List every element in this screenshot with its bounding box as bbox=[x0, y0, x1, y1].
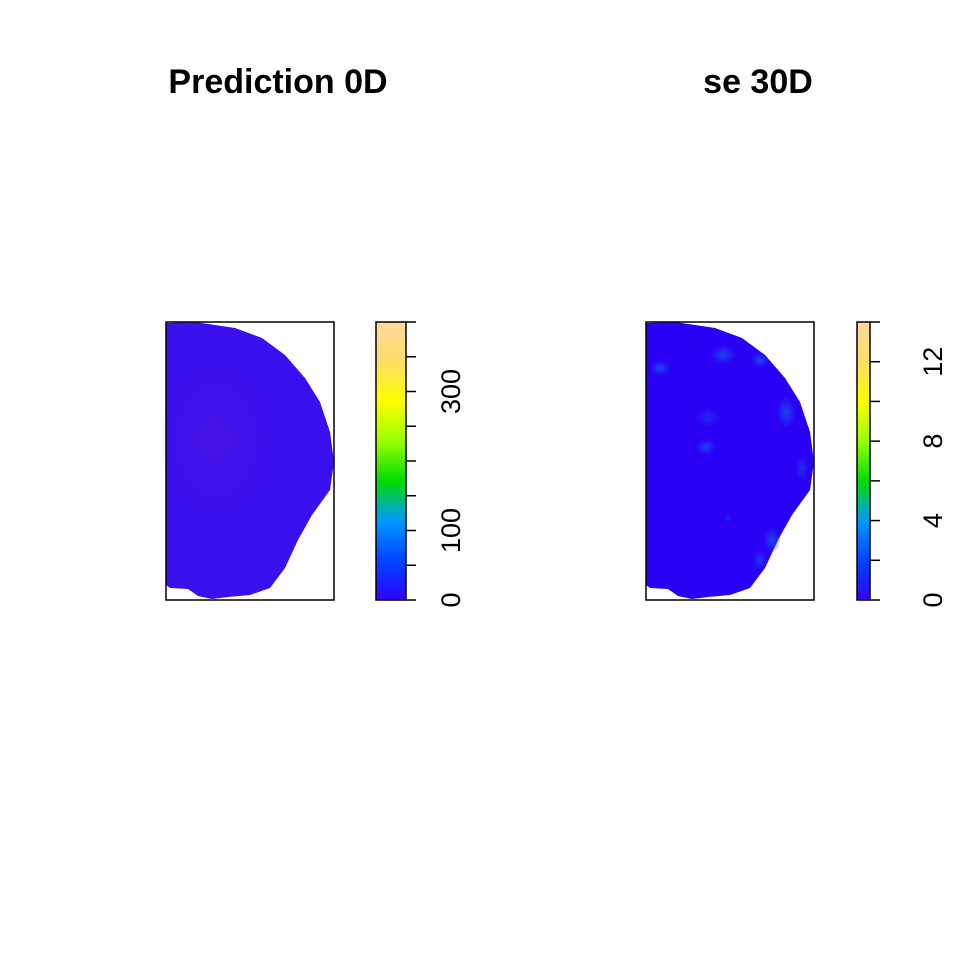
colorbar-tick-label: 12 bbox=[918, 347, 948, 377]
heatmap-region bbox=[646, 322, 814, 599]
heatmap-spot bbox=[649, 360, 671, 376]
heatmap-spot bbox=[723, 513, 733, 523]
panel-se: se 30D 0 4 8 12 bbox=[645, 63, 948, 608]
heatmap-spot bbox=[795, 455, 809, 481]
colorbar-ticks bbox=[870, 321, 880, 601]
colorbar-tick-label: 0 bbox=[436, 592, 466, 607]
heatmap-spot bbox=[752, 550, 768, 570]
colorbar-tick-labels: 0 4 8 12 bbox=[918, 347, 948, 608]
panel-prediction: Prediction 0D 0 100 300 bbox=[160, 63, 466, 608]
panel-title: se 30D bbox=[703, 63, 813, 101]
heatmap-spot bbox=[776, 396, 796, 428]
colorbar: 0 100 300 bbox=[375, 321, 466, 608]
colorbar-frame bbox=[856, 321, 871, 601]
colorbar-tick-label: 4 bbox=[918, 513, 948, 528]
heatmap-field bbox=[646, 322, 814, 599]
heatmap-spot bbox=[696, 408, 720, 428]
panel-title: Prediction 0D bbox=[168, 63, 387, 101]
colorbar-tick-labels: 0 100 300 bbox=[436, 369, 466, 608]
heatmap-spot bbox=[696, 439, 716, 455]
plot-frame bbox=[165, 321, 335, 601]
heatmap-highlight bbox=[160, 360, 270, 520]
colorbar: 0 4 8 12 bbox=[856, 321, 948, 608]
plot-frame bbox=[645, 321, 815, 601]
heatmap-spot bbox=[763, 527, 781, 553]
colorbar-gradient bbox=[376, 322, 406, 600]
colorbar-tick-label: 0 bbox=[918, 592, 948, 607]
colorbar-ticks bbox=[406, 321, 416, 601]
colorbar-gradient bbox=[857, 322, 870, 600]
colorbar-tick-label: 8 bbox=[918, 434, 948, 449]
heatmap-spot bbox=[751, 352, 769, 368]
heatmap-region bbox=[160, 322, 334, 599]
colorbar-tick-label: 100 bbox=[436, 508, 466, 553]
heatmap-spot bbox=[710, 345, 736, 365]
colorbar-tick-label: 300 bbox=[436, 369, 466, 414]
